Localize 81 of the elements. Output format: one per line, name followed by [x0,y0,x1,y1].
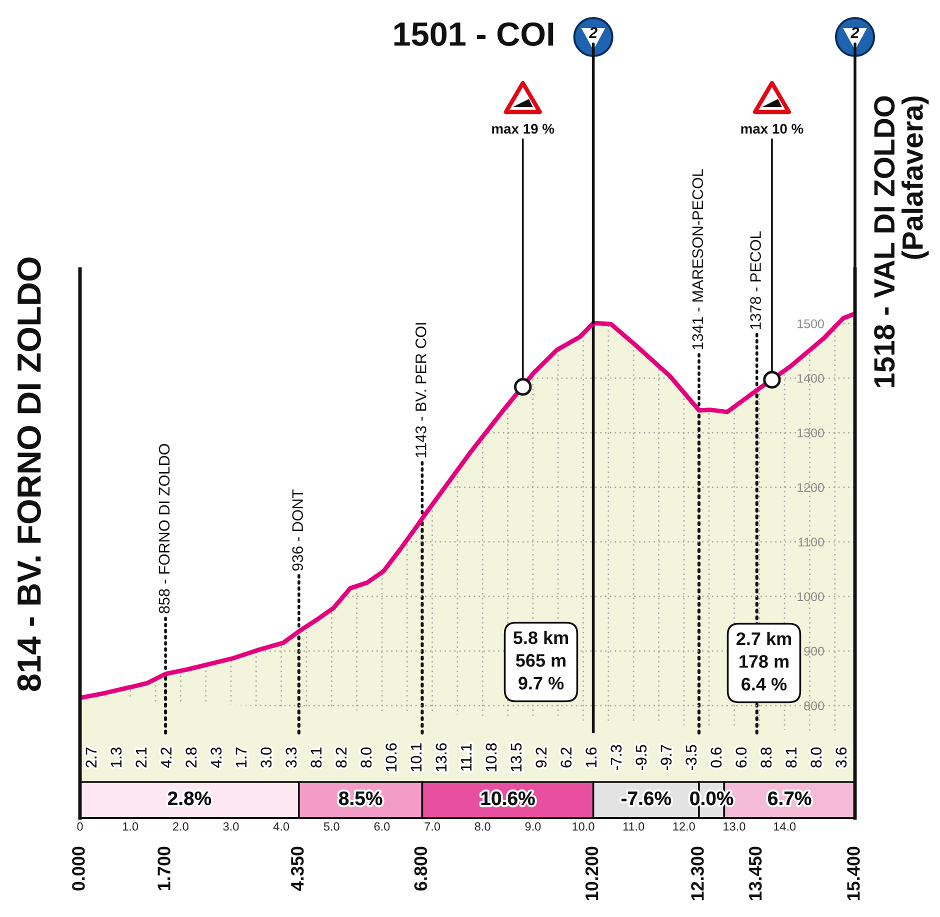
annotation: 1378 - PECOL [750,231,761,329]
annotation: 1.7 [236,748,246,767]
annotation: max 19 % [492,124,554,134]
annotation: 1501 - COI [394,22,554,46]
x2-tick-label: 10.200 [585,846,598,900]
annotation: 1.3 [110,748,122,767]
annotation: 8.2 [336,748,347,768]
annotation: 3.3 [286,748,297,768]
x-tick-label: 10.0 [572,822,594,831]
annotation: 13.5 [510,743,522,772]
x-tick-label: 2.0 [173,822,188,831]
x-tick-label: 12.0 [673,822,695,831]
annotation: 10.6 [386,743,397,772]
y-tick-label: 1500 [798,319,824,328]
annotation: 0.6 [710,748,722,768]
band-label: -7.6% [622,791,672,806]
y-tick-label: 800 [804,701,824,710]
x-tick-label: 0 [77,822,83,831]
annotation: 4.3 [210,748,222,768]
annotation: -9.5 [636,744,647,770]
annotation: 11.1 [460,744,472,771]
annotation: 5.8 km 565 m 9.7 % [513,630,568,690]
x2-tick-label: 12.300 [691,846,704,900]
annotation: 10.8 [486,743,497,772]
annotation: 814 - BV. FORNO DI ZOLDO [17,258,41,691]
annotation: 8.0 [360,747,372,768]
annotation: 6.2 [560,748,572,768]
annotation: 8.1 [786,748,797,768]
annotation: 6.0 [736,747,747,768]
annotation: 1.6 [586,748,597,767]
x-tick-label: 14.0 [774,822,796,831]
x-tick-label: 11.0 [623,822,644,831]
annotation: 936 - DONT [292,489,304,571]
x-tick-label: 13.0 [724,822,746,831]
band-label: 8.5% [339,791,382,806]
annotation: 3.0 [260,747,272,768]
y-tick-label: 1000 [798,592,824,602]
x-tick-label: 5.0 [324,822,340,831]
x2-tick-label: 4.350 [290,846,304,891]
band-label: 2.8% [168,791,212,806]
x-tick-label: 8.0 [474,822,490,831]
x-tick-label: 6.0 [374,822,390,831]
annotation: 2.7 [86,748,96,768]
y-tick-label: 900 [804,646,824,656]
annotation: 3.6 [836,748,847,768]
y-tick-label: 1300 [798,428,824,438]
annotation: 4.2 [160,748,172,768]
annotation: 9.2 [536,748,547,768]
annotation: -3.5 [686,744,697,770]
y-tick-label: 1400 [798,374,824,383]
annotation: 1341 - MARESON-PECOL [692,169,704,350]
x-tick-label: 7.0 [424,822,440,831]
x2-tick-label: 6.800 [414,846,428,891]
annotation: -7.3 [610,745,622,770]
band-label: 10.6% [481,791,535,806]
annotation: 13.6 [436,743,447,772]
band-label: 6.7% [768,791,812,806]
annotation: max 10 % [741,124,804,134]
x-tick-label: 1.0 [123,822,138,831]
x2-tick-label: 13.450 [748,846,762,900]
x-tick-label: 3.0 [223,822,239,831]
annotation: 8.0 [810,747,822,768]
annotation: 858 - FORNO DI ZOLDO [158,444,170,614]
annotation: 2.1 [136,748,146,768]
x-tick-label: 9.0 [525,822,541,831]
annotation: 2 [850,27,860,38]
annotation: -9.7 [660,745,672,770]
y-tick-label: 1200 [798,483,824,492]
x2-tick-label: 1.700 [158,846,170,890]
y-tick-label: 1100 [798,538,824,547]
annotation: 1518 - VAL DI ZOLDO (Palafavera) [874,96,929,388]
annotation: 1143 - BV. PER COI [415,323,426,458]
x2-tick-label: 0.000 [72,846,85,890]
annotation: 8.1 [310,748,322,768]
annotation: 2.7 km 178 m 6.4 % [736,632,791,691]
x-tick-label: 4.0 [273,822,290,831]
annotation: 8.8 [760,748,772,768]
x2-tick-label: 15.400 [847,846,860,900]
annotation: 2 [588,27,598,38]
annotation: 10.1 [410,743,422,772]
annotation: 2.8 [186,748,197,768]
